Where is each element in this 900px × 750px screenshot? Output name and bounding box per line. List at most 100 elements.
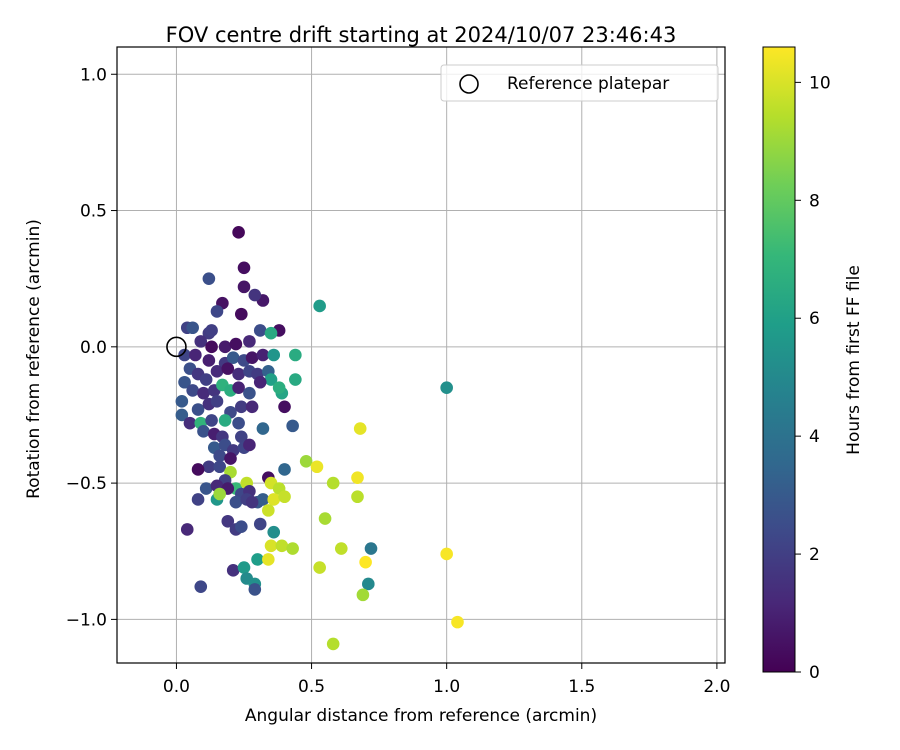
data-point [175, 408, 189, 422]
data-point [289, 373, 302, 386]
data-point [237, 561, 251, 574]
data-point [175, 395, 189, 408]
data-point [278, 463, 291, 476]
data-point [253, 324, 267, 337]
data-point [210, 305, 224, 318]
data-point [313, 561, 326, 574]
data-point [310, 460, 324, 474]
y-axis-label: Rotation from reference (arcmin) [24, 219, 44, 499]
data-point [245, 351, 259, 365]
data-point [180, 523, 194, 536]
data-point [243, 438, 256, 452]
x-axis-label: Angular distance from reference (arcmin) [245, 706, 597, 726]
data-point [224, 452, 237, 465]
colorbar: 0 2 4 6 8 10 Hours from first FF file [762, 46, 864, 683]
colorbar-tick-label: 10 [809, 73, 831, 93]
data-point [221, 514, 235, 528]
data-points [166, 226, 464, 651]
data-point [189, 348, 202, 362]
data-point [235, 307, 248, 321]
data-point [210, 395, 224, 408]
y-tick-label: 0.5 [80, 202, 107, 222]
legend: Reference platepar [440, 64, 719, 102]
colorbar-tick-label: 4 [809, 427, 820, 447]
data-point [235, 520, 248, 534]
x-tick-label: 2.0 [703, 677, 730, 697]
data-point [205, 324, 218, 337]
data-point [362, 577, 375, 591]
data-point [186, 321, 199, 335]
colorbar-tick-label: 2 [809, 545, 820, 565]
grid-lines [117, 47, 725, 663]
data-point [213, 487, 226, 501]
y-tick-label: −0.5 [66, 474, 107, 494]
legend-label: Reference platepar [507, 74, 669, 94]
data-point [226, 351, 240, 365]
chart-title: FOV centre drift starting at 2024/10/07 … [166, 23, 677, 47]
data-point [229, 495, 243, 509]
data-point [353, 422, 367, 435]
data-point [248, 288, 262, 302]
data-point [178, 348, 191, 362]
data-point [351, 471, 364, 484]
reference-marker [166, 336, 187, 358]
data-point [364, 542, 378, 555]
data-point [262, 504, 275, 517]
legend-marker-icon [459, 74, 479, 94]
data-point [237, 280, 251, 294]
data-point [318, 512, 332, 525]
colorbar-label: Hours from first FF file [844, 265, 864, 455]
x-tick-label: 0.5 [298, 677, 325, 697]
colorbar-tick-label: 6 [809, 309, 820, 329]
data-point [440, 547, 453, 561]
x-tick-label: 1.0 [433, 677, 460, 697]
data-point [256, 422, 270, 435]
data-point [251, 553, 264, 566]
data-point [278, 400, 291, 414]
data-point [267, 348, 281, 362]
data-point [248, 583, 262, 596]
data-point [275, 539, 289, 553]
data-point [451, 615, 464, 629]
data-point [205, 414, 218, 427]
data-point [326, 476, 340, 490]
data-point [286, 419, 299, 433]
data-point [232, 367, 245, 381]
data-point [272, 381, 286, 395]
data-point [197, 425, 210, 438]
data-point [199, 373, 213, 386]
data-point [356, 588, 370, 602]
data-point [183, 416, 197, 430]
data-point [359, 555, 372, 569]
data-point [178, 375, 191, 389]
x-axis-ticks: 0.0 0.5 1.0 1.5 2.0 [163, 663, 730, 697]
data-point [235, 430, 248, 444]
data-point [229, 337, 243, 351]
x-tick-label: 0.0 [163, 677, 190, 697]
data-point [226, 564, 240, 577]
data-point [197, 386, 210, 400]
data-point [218, 340, 232, 354]
colorbar-tick-label: 0 [809, 663, 820, 683]
data-point [440, 381, 453, 395]
legend-box [440, 64, 719, 102]
data-point [237, 261, 251, 275]
data-point [264, 326, 278, 340]
data-point [221, 362, 235, 375]
data-point [299, 455, 313, 468]
data-point [232, 381, 245, 395]
y-tick-label: 1.0 [80, 65, 107, 85]
data-point [191, 493, 205, 506]
data-point [191, 403, 205, 416]
data-point [267, 525, 281, 539]
y-axis-ticks: 1.0 0.5 0.0 −0.5 −1.0 [66, 65, 117, 630]
colorbar-tick-label: 8 [809, 191, 820, 211]
data-point [243, 335, 256, 348]
data-point [334, 542, 348, 555]
data-point [313, 299, 326, 313]
colorbar-ticks: 0 2 4 6 8 10 [795, 73, 831, 683]
data-point [351, 490, 364, 504]
data-point [202, 272, 216, 285]
data-point [262, 553, 275, 566]
